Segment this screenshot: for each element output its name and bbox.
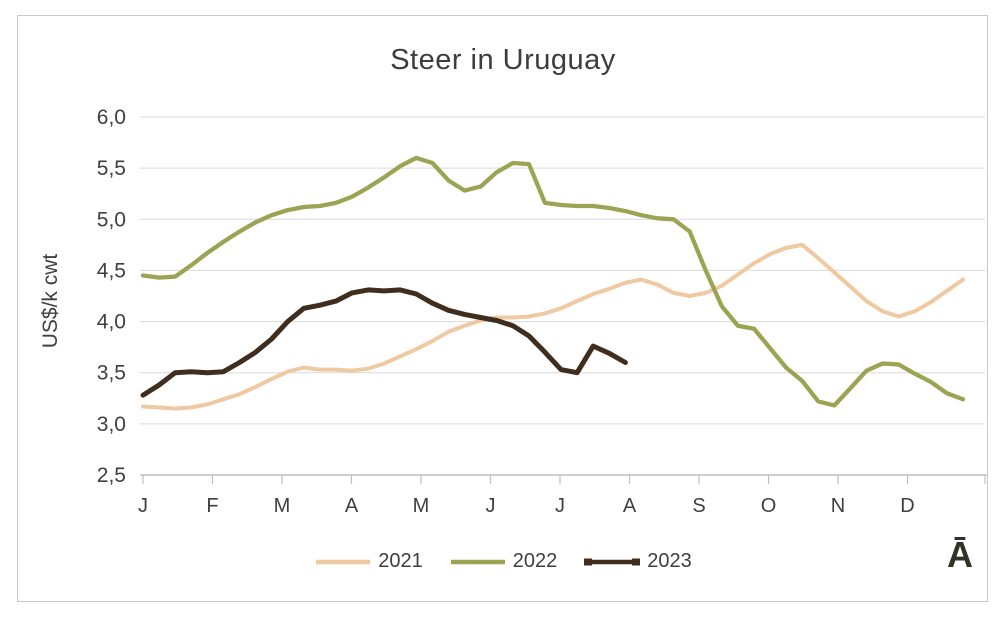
y-axis-tick-label: 4,5 (97, 259, 126, 282)
chart-frame (17, 15, 988, 602)
y-axis-tick-label: 5,0 (97, 208, 126, 231)
y-axis-tick-label: 6,0 (97, 106, 126, 129)
chart-title: Steer in Uruguay (390, 44, 616, 76)
y-axis-title: US$/k cwt (39, 254, 62, 349)
x-axis-month-label: A (345, 495, 359, 517)
x-axis-month-label: M (413, 495, 430, 517)
legend-item-2021: 2021 (314, 550, 423, 573)
series-line-2023 (140, 287, 628, 398)
x-axis-month-label: J (138, 495, 148, 517)
x-axis-month-label: F (206, 495, 218, 517)
y-axis-tick-label: 3,5 (97, 362, 126, 385)
x-axis-month-label: A (623, 495, 637, 517)
series-line-2021 (141, 242, 965, 411)
legend-swatch-2023 (584, 558, 641, 565)
y-axis-tick-label: 4,0 (97, 311, 126, 334)
x-axis-month-label: J (486, 495, 496, 517)
legend-label-2021: 2021 (378, 550, 423, 572)
legend-line-end-cap (584, 558, 593, 565)
y-axis-tick-label: 2,5 (97, 464, 126, 487)
y-axis-tick-label: 3,0 (97, 413, 126, 436)
x-axis-month-label: M (274, 495, 291, 517)
legend-label-2023: 2023 (647, 550, 692, 572)
watermark-letter: Ā (947, 534, 973, 575)
legend-item-2022: 2022 (449, 550, 558, 573)
legend: 2021 2022 2023 (0, 550, 1006, 573)
legend-swatch-2021 (316, 559, 371, 564)
legend-line-end-cap (632, 558, 641, 565)
y-axis-tick-label: 5,5 (97, 157, 126, 180)
x-axis-month-label: S (692, 495, 705, 517)
legend-label-2022: 2022 (512, 550, 558, 572)
legend-swatch-2022 (450, 559, 505, 564)
x-axis-month-label: N (831, 495, 845, 517)
series-line-2022 (140, 155, 966, 408)
x-axis-month-label: J (555, 495, 565, 517)
x-axis-month-label: D (900, 495, 914, 517)
legend-item-2023: 2023 (583, 550, 692, 573)
x-axis-month-label: O (761, 495, 777, 517)
